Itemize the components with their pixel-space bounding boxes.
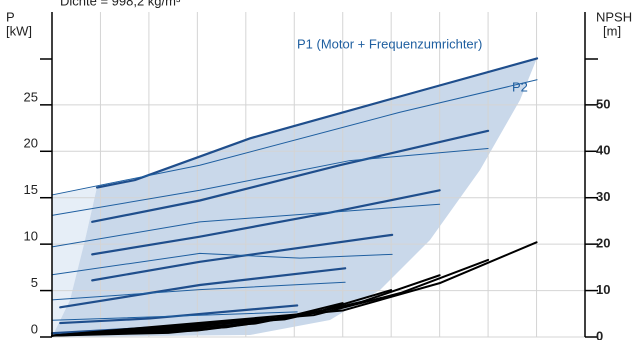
curve <box>51 252 393 276</box>
y2-tick-label: 50 <box>596 96 610 111</box>
curve <box>51 203 441 248</box>
curve <box>51 311 298 321</box>
y2-tick-label: 0 <box>596 328 603 340</box>
y2-axis-label: [m] <box>603 23 621 38</box>
curve <box>51 79 538 196</box>
y-tick-label: 25 <box>24 89 38 104</box>
y2-tick-label: 20 <box>596 236 610 251</box>
curve <box>51 241 538 337</box>
curve <box>91 233 394 282</box>
annotation: P2 <box>512 79 528 94</box>
curve <box>91 129 490 223</box>
annotation: P1 (Motor + Frequenzumrichter) <box>297 36 482 51</box>
curve <box>91 189 441 256</box>
curve <box>59 304 299 325</box>
curve <box>51 281 346 301</box>
curve <box>51 148 489 216</box>
curve <box>51 258 490 337</box>
y-tick-label: 0 <box>31 321 38 336</box>
y2-tick-label: 10 <box>596 282 610 297</box>
curve <box>95 57 539 189</box>
y2-axis-label: NPSH <box>596 9 632 24</box>
curve <box>51 322 247 337</box>
y-tick-label: 5 <box>31 275 38 290</box>
top-note: Dichte = 998,2 kg/m³ <box>60 0 181 8</box>
y2-tick-label: 30 <box>596 189 610 204</box>
y-axis-label: [kW] <box>6 23 32 38</box>
y-tick-label: 15 <box>24 182 38 197</box>
curve <box>59 267 347 309</box>
y2-tick-label: 40 <box>596 143 610 158</box>
y-tick-label: 10 <box>24 229 38 244</box>
y-tick-label: 20 <box>24 136 38 151</box>
y-axis-label: P <box>6 9 15 24</box>
